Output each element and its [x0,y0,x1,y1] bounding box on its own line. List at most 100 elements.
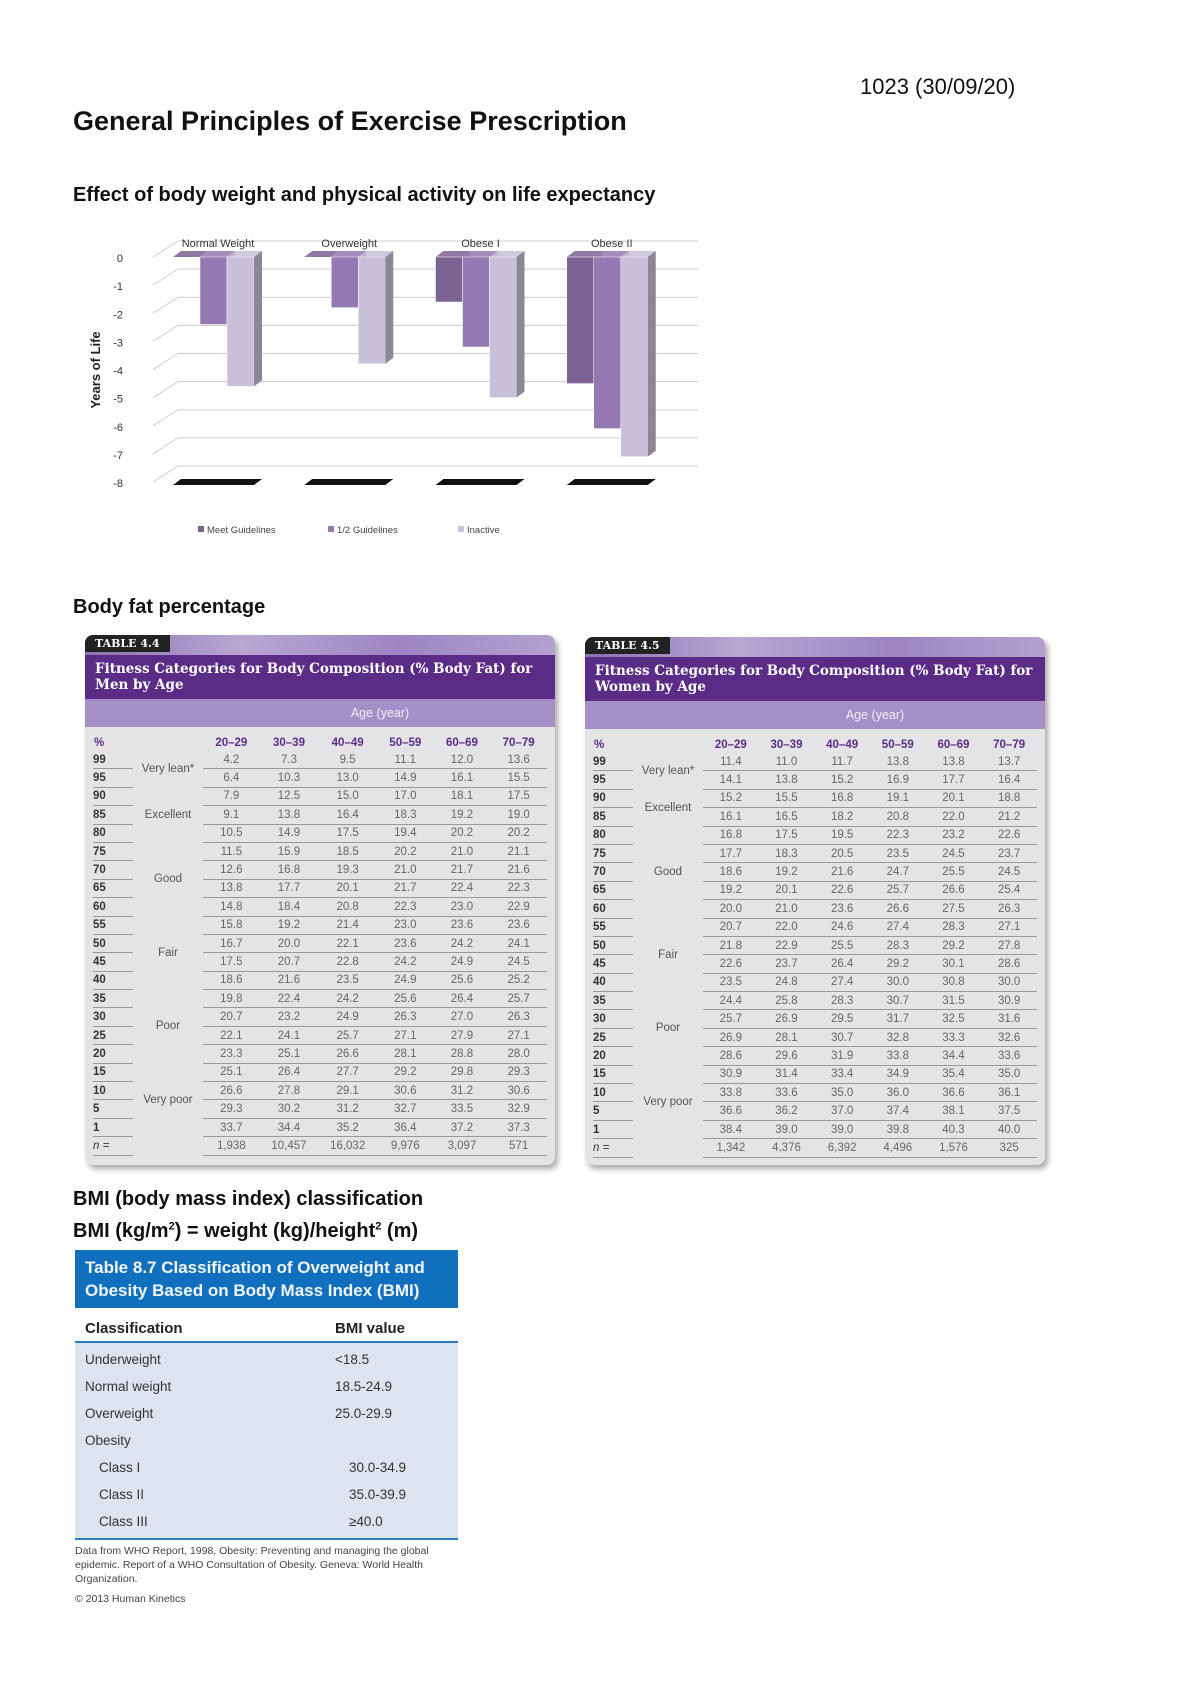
value-cell: 35.4 [925,1065,982,1085]
value-cell: 32.5 [925,1009,982,1029]
value-cell: 24.5 [925,844,982,864]
percentile: 70 [593,862,633,882]
bmi-formula: BMI (kg/m2) = weight (kg)/height2 (m) [73,1220,418,1243]
value-cell: 21.7 [376,879,434,899]
value-cell: 25.1 [259,1044,319,1064]
value-cell: 25.7 [318,1026,377,1046]
percentile: 65 [593,881,633,901]
percentile: n = [593,1138,633,1158]
bar-side-face [516,251,525,398]
bar [566,256,594,384]
bmi-value: 35.0-39.9 [349,1487,407,1502]
value-cell: 17.5 [758,826,815,845]
age-group-header: 60–69 [937,739,970,751]
bar-top-face [462,251,498,257]
value-cell: 21.1 [490,842,547,862]
value-cell: 30.8 [925,973,982,993]
bar [358,256,386,365]
table-caption: Fitness Categories for Body Composition … [585,657,1045,701]
table-row: 10 26.6 27.8 29.1 30.6 31.2 30.6 [93,1081,547,1101]
value-cell: 23.2 [259,1007,319,1027]
value-cell: 27.8 [981,936,1037,956]
value-cell: 29.5 [814,1009,870,1029]
value-cell: 24.6 [814,918,870,937]
value-cell: 20.7 [703,918,759,937]
value-cell: 24.1 [259,1026,319,1046]
percentile: 40 [93,971,133,991]
value-cell: 30.0 [869,973,926,993]
value-cell: 22.4 [433,879,491,899]
bar [489,256,517,398]
value-cell: 36.1 [981,1083,1037,1103]
value-cell: 29.6 [758,1046,815,1066]
bar [593,256,621,429]
percentile: 5 [593,1101,633,1121]
percentile: 95 [93,768,133,788]
bmi-value: 25.0-29.9 [335,1406,393,1421]
value-cell: 22.8 [318,952,377,972]
value-cell: 21.8 [703,936,759,956]
bmi-row: Class II 35.0-39.9 [75,1481,458,1508]
percentile: 75 [93,842,133,862]
value-cell: 29.2 [376,1063,434,1083]
gridline-diag [152,353,179,370]
value-cell: 23.7 [981,844,1037,864]
header-row: % 20–29 30–39 40–49 50–59 60–69 70–79 [593,737,1037,753]
bmi-value: ≥40.0 [349,1514,383,1529]
table-row: 5 36.6 36.2 37.0 37.4 38.1 37.5 [593,1101,1037,1121]
value-cell: 19.2 [758,862,815,882]
bar-top-face [304,251,340,257]
percentile: 95 [593,770,633,790]
percentile: 65 [93,879,133,899]
table-row: 20 28.6 29.6 31.9 33.8 34.4 33.6 [593,1046,1037,1066]
value-cell: 21.7 [433,860,491,880]
value-cell: 36.4 [376,1118,434,1138]
bmi-row: Underweight <18.5 [75,1346,458,1373]
table-row: 85 16.1 16.5 18.2 20.8 22.0 21.2 [593,807,1037,827]
value-cell: 18.6 [203,971,260,991]
bmi-value: 18.5-24.9 [335,1379,393,1394]
bar-top-face [227,251,262,257]
bar [462,256,490,348]
table-row: 25 26.9 28.1 30.7 32.8 33.3 32.6 [593,1028,1037,1048]
value-cell: 22.0 [758,918,815,937]
value-cell: 20.5 [814,844,870,864]
value-cell: 25.1 [203,1063,260,1083]
table-row: 95 6.4 10.3 13.0 14.9 16.1 15.5 [93,768,547,788]
value-cell: 16.4 [318,805,377,825]
value-cell: 26.6 [869,899,926,919]
percentile: 99 [593,753,633,772]
bmi-row: Class I 30.0-34.9 [75,1454,458,1481]
value-cell: 29.2 [925,936,982,956]
value-cell: 36.0 [869,1083,926,1103]
classification: Obesity [85,1433,131,1448]
y-tick-label: -7 [113,450,123,462]
table-row: 25 22.1 24.1 25.7 27.1 27.9 27.1 [93,1026,547,1046]
bar-top-face [173,251,208,257]
value-cell: 19.5 [814,826,870,845]
value-cell: 22.9 [490,897,547,917]
value-cell: 20.0 [259,934,319,954]
value-cell: 31.7 [869,1009,926,1029]
percentile: 45 [593,954,633,974]
y-tick-label: -1 [113,281,123,293]
blank [633,1139,703,1157]
value-cell: 30.9 [981,991,1037,1011]
legend-label: Meet Guidelines [207,525,276,536]
table-row: 65 13.8 17.7 20.1 21.7 22.4 22.3 [93,879,547,899]
bmi-table-header: Classification BMI value [75,1308,458,1343]
table-row: 75 17.7 18.3 20.5 23.5 24.5 23.7 [593,844,1037,864]
bmi-row: Class III ≥40.0 [75,1508,458,1535]
value-cell: 27.5 [925,899,982,919]
age-header: Age (year) [585,701,1045,729]
category-label: Good [653,866,683,879]
value-cell: 25.5 [814,936,870,956]
value-cell: 22.9 [758,936,815,956]
age-group-header: 60–69 [445,737,478,749]
value-cell: 31.2 [318,1099,377,1119]
value-cell: 34.9 [869,1065,926,1085]
classification: Normal weight [85,1379,172,1394]
value-cell: 26.4 [814,954,870,974]
value-cell: 39.8 [869,1120,926,1140]
value-cell: 10.3 [259,768,319,788]
